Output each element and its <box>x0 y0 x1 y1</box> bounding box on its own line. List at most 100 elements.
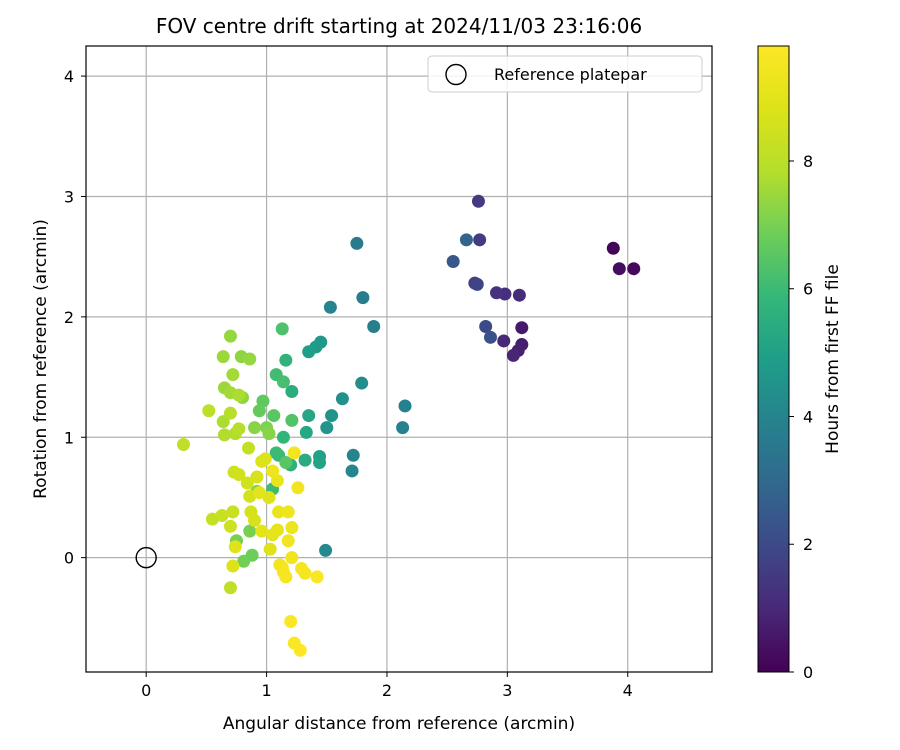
data-point <box>398 399 412 413</box>
data-point <box>267 409 281 423</box>
data-point <box>262 427 276 441</box>
legend: Reference platepar <box>427 55 703 93</box>
colorbar-tick-label: 8 <box>803 152 813 171</box>
data-point <box>310 570 324 584</box>
data-point <box>470 277 484 291</box>
reference-platepar-marker <box>135 546 157 569</box>
data-point <box>367 319 381 333</box>
data-point <box>232 468 246 482</box>
data-point <box>266 464 280 478</box>
data-point <box>258 452 272 466</box>
colorbar-label: Hours from first FF file <box>823 264 843 454</box>
data-point <box>269 446 283 460</box>
data-point <box>285 385 299 399</box>
y-tick-label: 1 <box>64 428 74 447</box>
data-point <box>293 643 307 657</box>
data-point <box>250 470 264 484</box>
x-tick-label: 2 <box>382 681 392 700</box>
data-point <box>355 376 369 390</box>
data-point <box>298 566 312 580</box>
colorbar-tick-label: 6 <box>803 280 813 299</box>
data-point <box>232 388 246 402</box>
data-point <box>287 446 301 460</box>
data-point <box>226 368 240 382</box>
colorbar-tick-label: 4 <box>803 407 813 426</box>
data-point <box>270 474 284 488</box>
y-axis-label: Rotation from reference (arcmin) <box>31 219 51 499</box>
data-point <box>345 464 359 478</box>
data-point <box>226 559 240 573</box>
x-tick-label: 1 <box>261 681 271 700</box>
data-point <box>320 421 334 435</box>
data-point <box>215 509 229 522</box>
data-point <box>237 554 251 568</box>
data-point <box>512 288 526 302</box>
data-point <box>506 348 520 362</box>
y-axis-ticks: 0 1 2 3 4 <box>64 67 86 568</box>
data-point <box>284 614 298 628</box>
colorbar-tick-label: 2 <box>803 535 813 554</box>
data-point <box>255 524 269 538</box>
data-point <box>248 513 262 527</box>
data-point <box>483 330 497 344</box>
legend-entry-reference: Reference platepar <box>494 65 647 84</box>
data-point <box>216 350 230 364</box>
y-tick-label: 4 <box>64 67 74 86</box>
data-point <box>325 409 339 423</box>
data-point <box>497 334 511 348</box>
data-point <box>177 437 191 451</box>
data-point <box>223 581 237 595</box>
data-point <box>252 404 266 418</box>
x-tick-label: 0 <box>141 681 151 700</box>
data-point <box>356 291 370 305</box>
y-tick-label: 2 <box>64 308 74 327</box>
data-point <box>223 519 237 533</box>
data-point <box>275 322 289 336</box>
data-point <box>302 409 316 423</box>
data-point <box>627 262 641 276</box>
chart-title: FOV centre drift starting at 2024/11/03 … <box>156 14 642 38</box>
data-point <box>319 543 333 557</box>
plot-frame <box>85 45 713 673</box>
data-point <box>216 415 230 429</box>
data-point <box>323 300 337 314</box>
colorbar: 0 2 4 6 8 Hours from first FF file <box>757 45 843 682</box>
data-point <box>263 542 277 556</box>
data-point <box>302 345 316 359</box>
data-point <box>217 428 231 442</box>
data-point <box>240 476 254 490</box>
data-point <box>279 456 293 470</box>
data-point <box>270 523 284 537</box>
data-point <box>228 540 242 554</box>
data-point <box>299 425 313 439</box>
data-point <box>262 490 276 504</box>
data-point <box>515 321 529 335</box>
data-point <box>252 486 266 500</box>
data-point <box>606 241 620 255</box>
data-point <box>471 194 485 208</box>
colorbar-tick-label: 0 <box>803 663 813 682</box>
y-tick-label: 3 <box>64 187 74 206</box>
data-point <box>248 421 262 435</box>
data-point <box>490 286 504 300</box>
data-point <box>243 524 257 538</box>
grid-lines <box>86 46 712 672</box>
data-points <box>177 194 641 657</box>
data-point <box>285 551 299 565</box>
data-point <box>459 233 473 247</box>
data-point <box>291 481 305 495</box>
data-point <box>272 505 286 519</box>
data-point <box>473 233 487 247</box>
data-point <box>285 413 299 427</box>
y-tick-label: 0 <box>64 549 74 568</box>
data-point <box>223 406 237 420</box>
x-axis-ticks: 0 1 2 3 4 <box>141 672 633 700</box>
data-point <box>232 422 246 436</box>
x-axis-label: Angular distance from reference (arcmin) <box>223 714 575 734</box>
data-point <box>612 262 626 276</box>
data-point <box>202 404 216 418</box>
data-point <box>276 375 290 389</box>
x-tick-label: 4 <box>623 681 633 700</box>
data-point <box>346 448 360 462</box>
data-point <box>226 505 240 519</box>
